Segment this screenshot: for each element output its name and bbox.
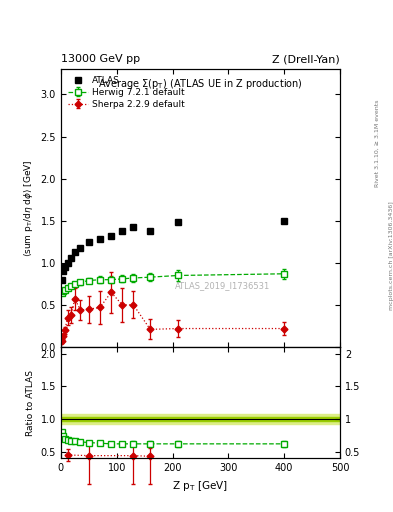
Y-axis label: $\langle$sum p$_{\rm T}$/d$\eta$ d$\phi\rangle$ [GeV]: $\langle$sum p$_{\rm T}$/d$\eta$ d$\phi\… bbox=[22, 159, 35, 257]
ATLAS bbox=[97, 236, 102, 242]
Text: 13000 GeV pp: 13000 GeV pp bbox=[61, 54, 140, 64]
ATLAS bbox=[148, 228, 152, 234]
ATLAS bbox=[65, 260, 70, 266]
ATLAS bbox=[60, 276, 64, 283]
Text: mcplots.cern.ch [arXiv:1306.3436]: mcplots.cern.ch [arXiv:1306.3436] bbox=[389, 202, 393, 310]
ATLAS bbox=[61, 268, 66, 274]
ATLAS bbox=[62, 264, 67, 270]
ATLAS bbox=[86, 239, 91, 245]
ATLAS bbox=[109, 233, 114, 239]
ATLAS bbox=[176, 219, 180, 225]
ATLAS bbox=[73, 249, 77, 255]
Text: Z (Drell-Yan): Z (Drell-Yan) bbox=[272, 54, 340, 64]
Y-axis label: Ratio to ATLAS: Ratio to ATLAS bbox=[26, 370, 35, 436]
ATLAS bbox=[131, 224, 136, 230]
Legend: ATLAS, Herwig 7.2.1 default, Sherpa 2.2.9 default: ATLAS, Herwig 7.2.1 default, Sherpa 2.2.… bbox=[65, 74, 187, 112]
Line: ATLAS: ATLAS bbox=[59, 218, 287, 283]
ATLAS bbox=[69, 254, 73, 261]
Text: Average $\Sigma$(p$_{\rm T}$) (ATLAS UE in Z production): Average $\Sigma$(p$_{\rm T}$) (ATLAS UE … bbox=[98, 77, 303, 92]
Text: Rivet 3.1.10, ≥ 3.1M events: Rivet 3.1.10, ≥ 3.1M events bbox=[375, 100, 380, 187]
ATLAS bbox=[120, 228, 125, 234]
Text: ATLAS_2019_I1736531: ATLAS_2019_I1736531 bbox=[175, 282, 270, 290]
X-axis label: Z p$_{\rm T}$ [GeV]: Z p$_{\rm T}$ [GeV] bbox=[173, 479, 228, 493]
ATLAS bbox=[282, 218, 286, 224]
ATLAS bbox=[78, 245, 83, 251]
